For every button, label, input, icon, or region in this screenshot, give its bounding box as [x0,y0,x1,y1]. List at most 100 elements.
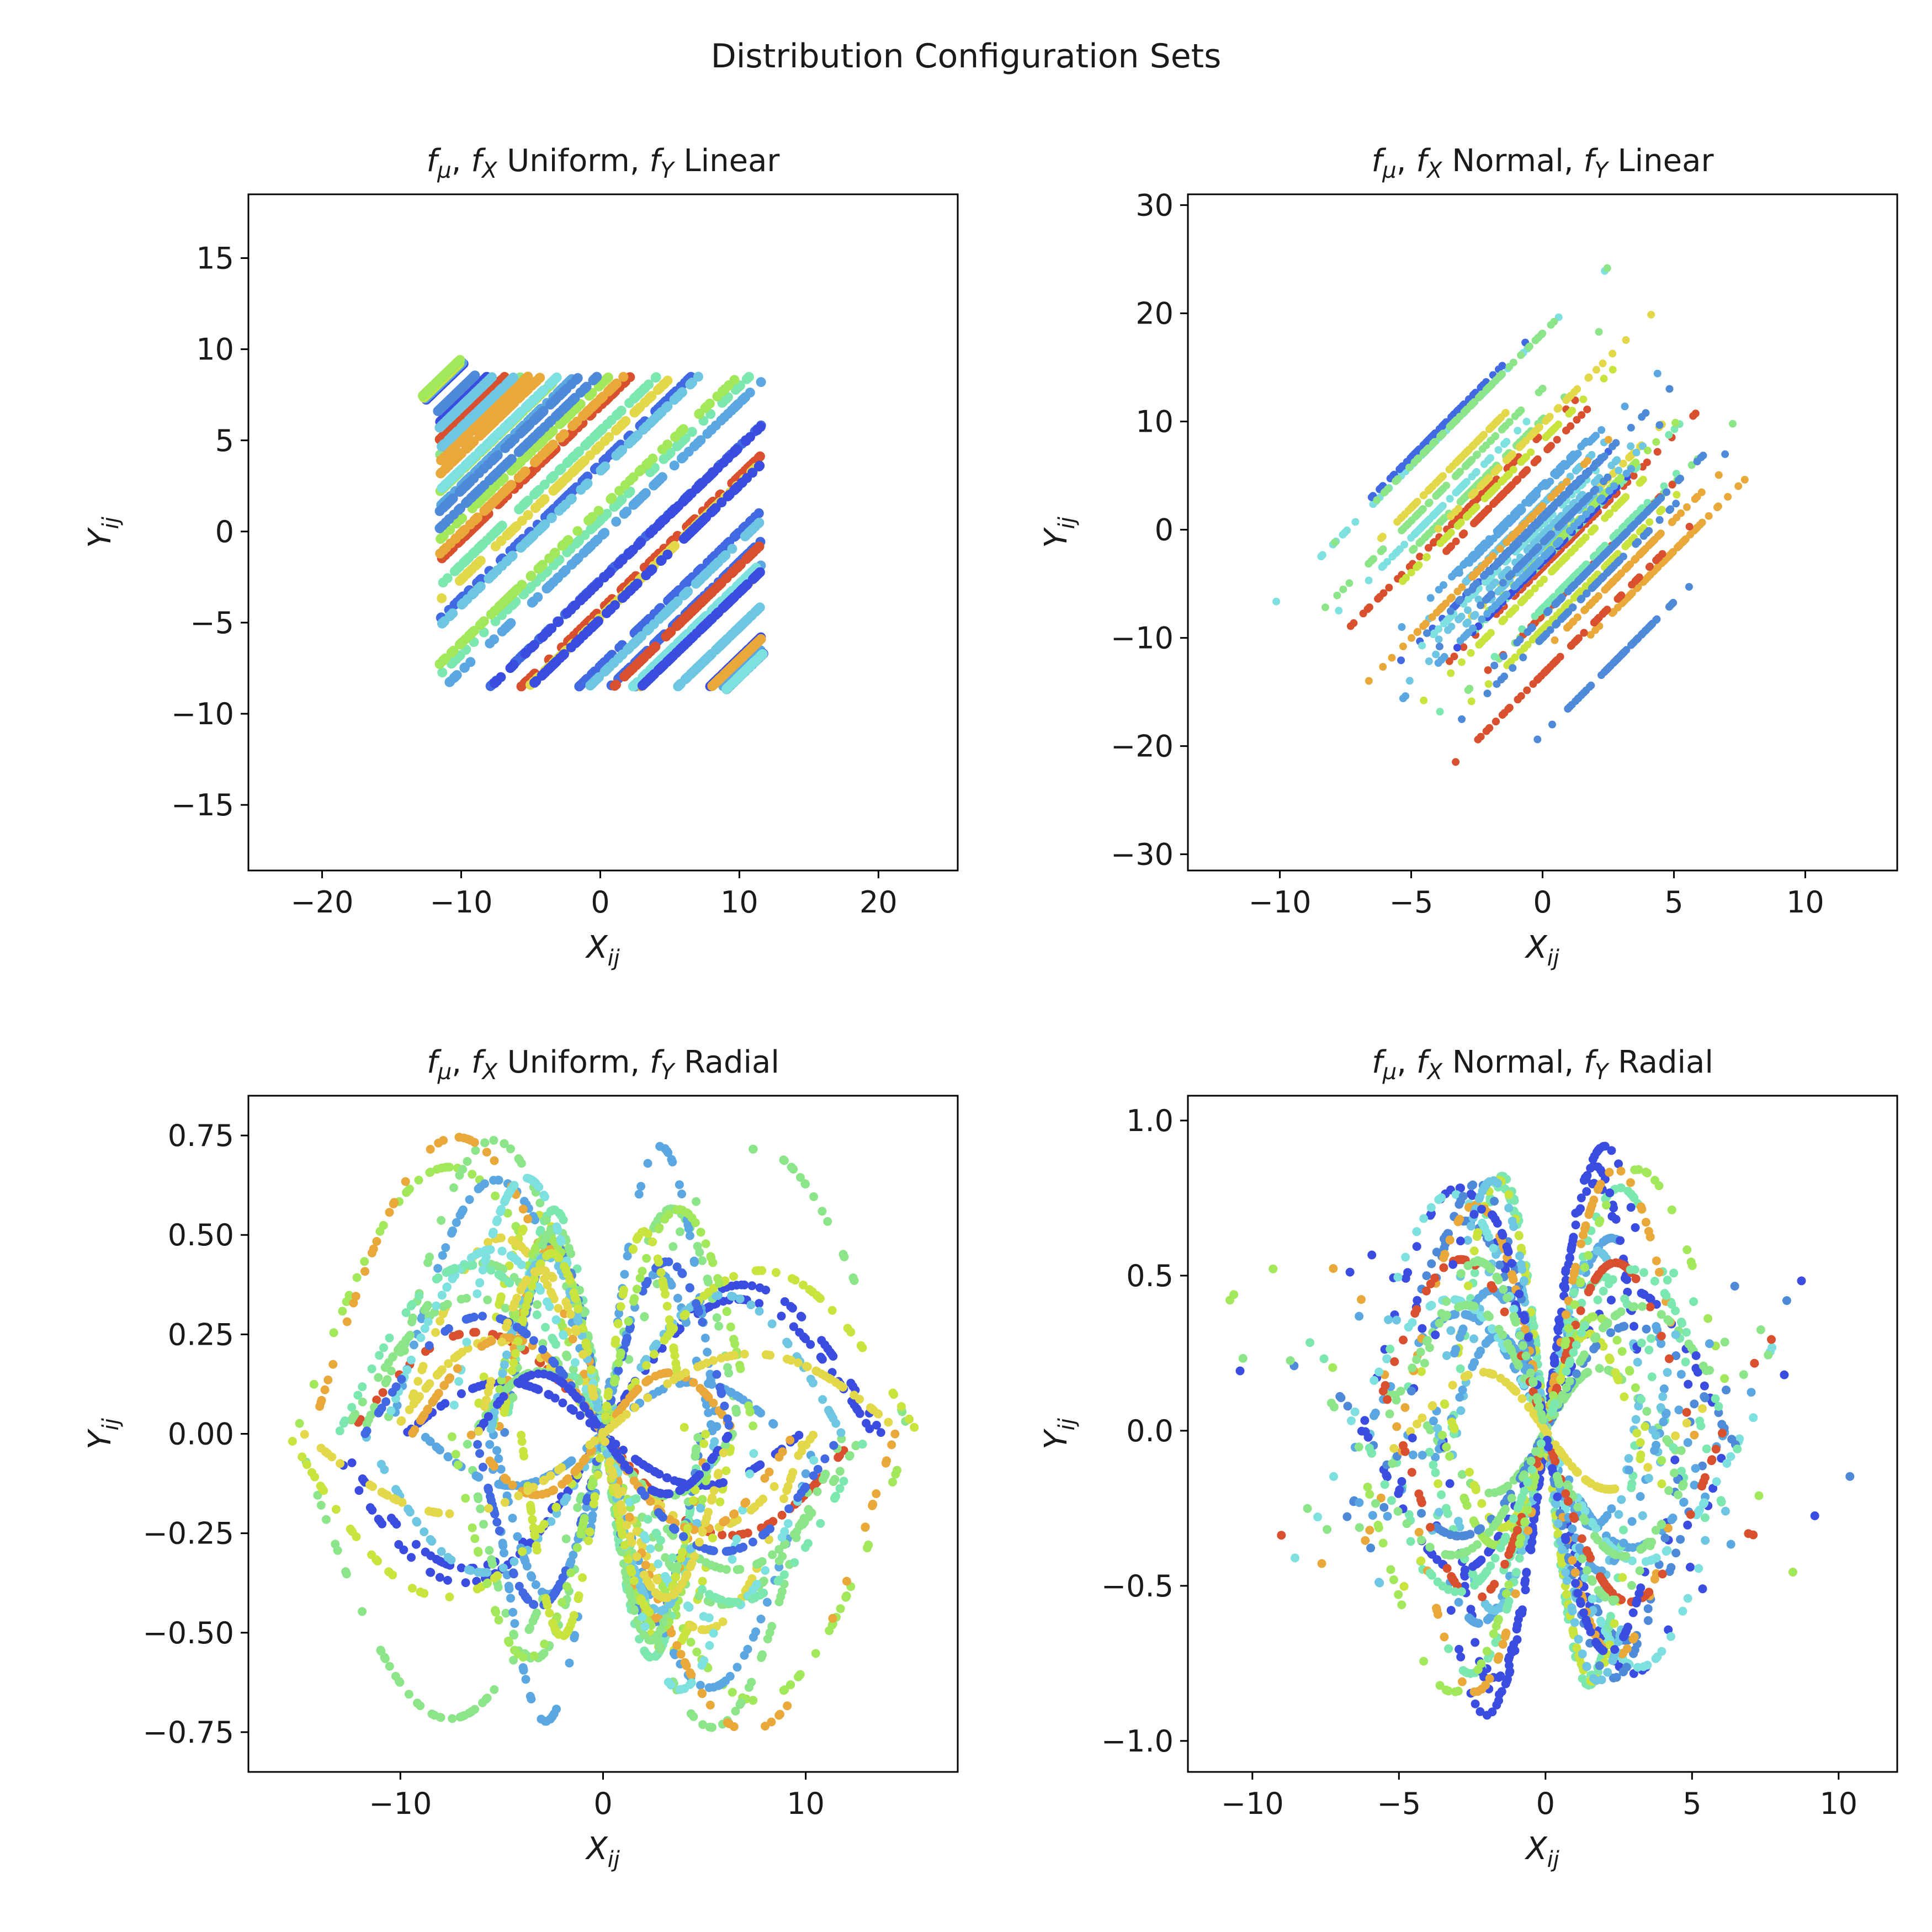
scatter-point [444,434,455,444]
scatter-point [716,497,727,508]
scatter-point [458,598,469,608]
scatter-point [593,506,604,516]
scatter-point [492,676,502,686]
scatter-point [444,514,454,524]
scatter-point [1628,589,1636,597]
scatter-point [609,681,620,691]
scatter-point [631,497,641,507]
scatter-point [437,593,447,603]
scatter-point [604,605,615,615]
scatter-point [744,551,755,561]
scatter-point [1473,450,1482,459]
scatter-point [1489,581,1497,589]
x-tick-label: 10 [720,885,758,920]
scatter-point [669,460,680,471]
scatter-point [635,538,645,548]
scatter-point [572,526,583,537]
scatter-point [1420,696,1428,704]
scatter-point [583,543,594,553]
scatter-point [595,441,604,452]
scatter-point [640,677,651,688]
scatter-point [1418,641,1426,650]
scatter-point [678,424,688,434]
scatter-point [460,556,470,566]
scatter-point [751,544,762,554]
scatter-point [1458,658,1466,666]
scatter-point [1587,528,1595,536]
scatter-point [521,538,531,548]
scatter-point [446,647,457,658]
scatter-point [669,395,680,405]
scatter-point [617,494,627,505]
scatter-point [596,424,607,435]
scatter-point [598,391,608,402]
scatter-point [489,634,499,645]
scatter-point [518,443,528,453]
scatter-point [434,374,445,385]
scatter-point [1416,553,1424,561]
scatter-point [756,377,766,388]
scatter-points [1272,264,1749,766]
scatter-point [1514,409,1522,417]
scatter-point [1526,589,1535,597]
scatter-point [486,436,496,446]
scatter-point [727,544,737,554]
scatter-point [588,400,599,411]
scatter-point [682,530,692,541]
scatter-point [515,379,525,390]
scatter-point [630,432,640,443]
scatter-point [528,530,538,541]
scatter-point [437,667,448,678]
scatter-point [1654,563,1662,571]
scatter-point [755,602,765,613]
scatter-point [733,588,743,599]
scatter-point [1553,436,1561,444]
scatter-point [607,493,617,503]
scatter-point [500,422,511,432]
scatter-point [681,578,692,588]
scatter-point [524,399,534,410]
scatter-point [441,463,452,473]
scatter-point [469,473,479,484]
scatter-point [566,493,577,504]
scatter-point [632,578,643,589]
scatter-point [730,446,741,457]
scatter-point [1632,448,1641,457]
scatter-point [479,627,489,638]
scatter-point [608,657,619,668]
scatter-point [1452,537,1460,545]
scatter-point [1464,606,1472,614]
scatter-point [616,406,626,416]
scatter-point [645,528,655,539]
scatter-point [1487,629,1495,637]
scatter-point [452,564,463,574]
scatter-point [696,597,707,608]
scatter-point [1447,669,1455,677]
scatter-point [623,644,633,654]
scatter-point [1627,442,1635,450]
scatter-point [634,466,645,476]
scatter-point [1499,617,1507,625]
scatter-point [670,588,681,599]
scatter-point [705,615,715,625]
scatter-point [474,497,484,507]
scatter-point [532,487,543,497]
scatter-point [443,396,453,406]
scatter-point [516,406,527,417]
scatter-point [625,475,635,486]
scatter-point [700,655,710,665]
scatter-point [648,670,659,680]
scatter-point [501,392,512,402]
scatter-point [1668,549,1676,557]
scatter-point [455,503,465,513]
scatter-point [517,580,527,590]
scatter-point [676,617,686,627]
scatter-point [594,672,604,682]
scatter-point [742,664,752,674]
y-tick-label: 0 [215,514,234,549]
scatter-point [1714,502,1722,511]
scatter-point [586,586,596,596]
scatter-point [548,376,558,386]
scatter-point [581,479,592,490]
scatter-point [1517,598,1525,607]
